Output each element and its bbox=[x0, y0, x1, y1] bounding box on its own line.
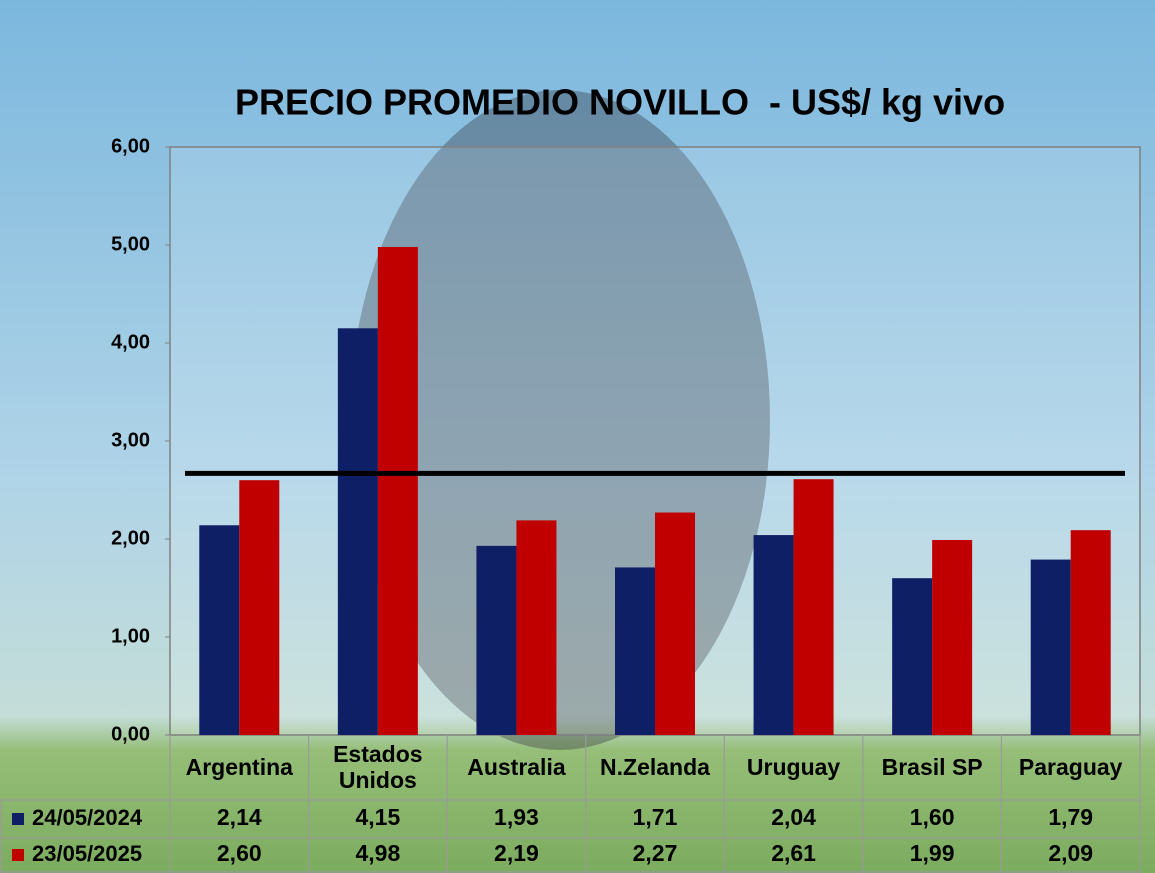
bar bbox=[793, 479, 834, 735]
table-value: 4,15 bbox=[355, 804, 400, 830]
table-value: 2,60 bbox=[217, 840, 262, 866]
category-cell: Estados Unidos bbox=[333, 741, 423, 793]
legend-key bbox=[12, 849, 24, 861]
y-tick-label: 3,00 bbox=[111, 429, 150, 451]
x-tick-label: Estados Unidos bbox=[333, 741, 423, 793]
bar bbox=[377, 246, 418, 735]
legend-label: 23/05/2025 bbox=[32, 841, 142, 866]
bar bbox=[199, 525, 240, 735]
bar bbox=[615, 567, 655, 735]
bar bbox=[655, 512, 695, 735]
table-value: 1,93 bbox=[494, 804, 539, 830]
table-value: 2,19 bbox=[494, 840, 539, 866]
table-value: 1,79 bbox=[1048, 804, 1093, 830]
category-cell: Argentina bbox=[185, 753, 293, 780]
bar bbox=[1070, 530, 1111, 735]
y-tick-label: 6,00 bbox=[111, 135, 150, 157]
x-tick-label: Paraguay bbox=[1018, 753, 1123, 780]
table-value: 2,04 bbox=[771, 804, 816, 830]
x-tick-label: Argentina bbox=[185, 753, 293, 780]
legend-key bbox=[12, 813, 24, 825]
bar bbox=[476, 545, 517, 735]
bar bbox=[337, 328, 378, 735]
category-cell: N.Zelanda bbox=[600, 753, 710, 780]
chart-title: PRECIO PROMEDIO NOVILLO - US$/ kg vivo bbox=[235, 82, 1005, 123]
legend-label: 24/05/2024 bbox=[32, 805, 143, 830]
table-value: 2,14 bbox=[217, 804, 262, 830]
bar bbox=[1030, 559, 1071, 735]
bar bbox=[932, 539, 973, 735]
category-cell: Paraguay bbox=[1018, 753, 1123, 780]
x-tick-label: N.Zelanda bbox=[600, 753, 710, 780]
category-cell: Uruguay bbox=[746, 753, 841, 780]
y-tick-label: 5,00 bbox=[111, 233, 150, 255]
y-tick-label: 0,00 bbox=[111, 723, 150, 745]
table-value: 1,71 bbox=[633, 804, 678, 830]
table-value: 2,09 bbox=[1048, 840, 1093, 866]
category-cell: Australia bbox=[467, 753, 566, 780]
table-value: 2,27 bbox=[633, 840, 678, 866]
bar bbox=[753, 535, 794, 735]
x-tick-label: Australia bbox=[467, 753, 566, 780]
table-value: 4,98 bbox=[355, 840, 400, 866]
table-value: 1,99 bbox=[910, 840, 955, 866]
y-tick-label: 1,00 bbox=[111, 625, 150, 647]
table-value: 2,61 bbox=[771, 840, 816, 866]
table-grid bbox=[0, 799, 1140, 873]
y-tick-label: 4,00 bbox=[111, 331, 150, 353]
bar bbox=[239, 480, 280, 735]
bar bbox=[892, 578, 933, 735]
y-tick-label: 2,00 bbox=[111, 527, 150, 549]
bar bbox=[516, 520, 557, 735]
category-cell: Brasil SP bbox=[881, 753, 983, 780]
table-value: 1,60 bbox=[910, 804, 955, 830]
x-tick-label: Brasil SP bbox=[881, 753, 983, 780]
x-tick-label: Uruguay bbox=[746, 753, 841, 780]
